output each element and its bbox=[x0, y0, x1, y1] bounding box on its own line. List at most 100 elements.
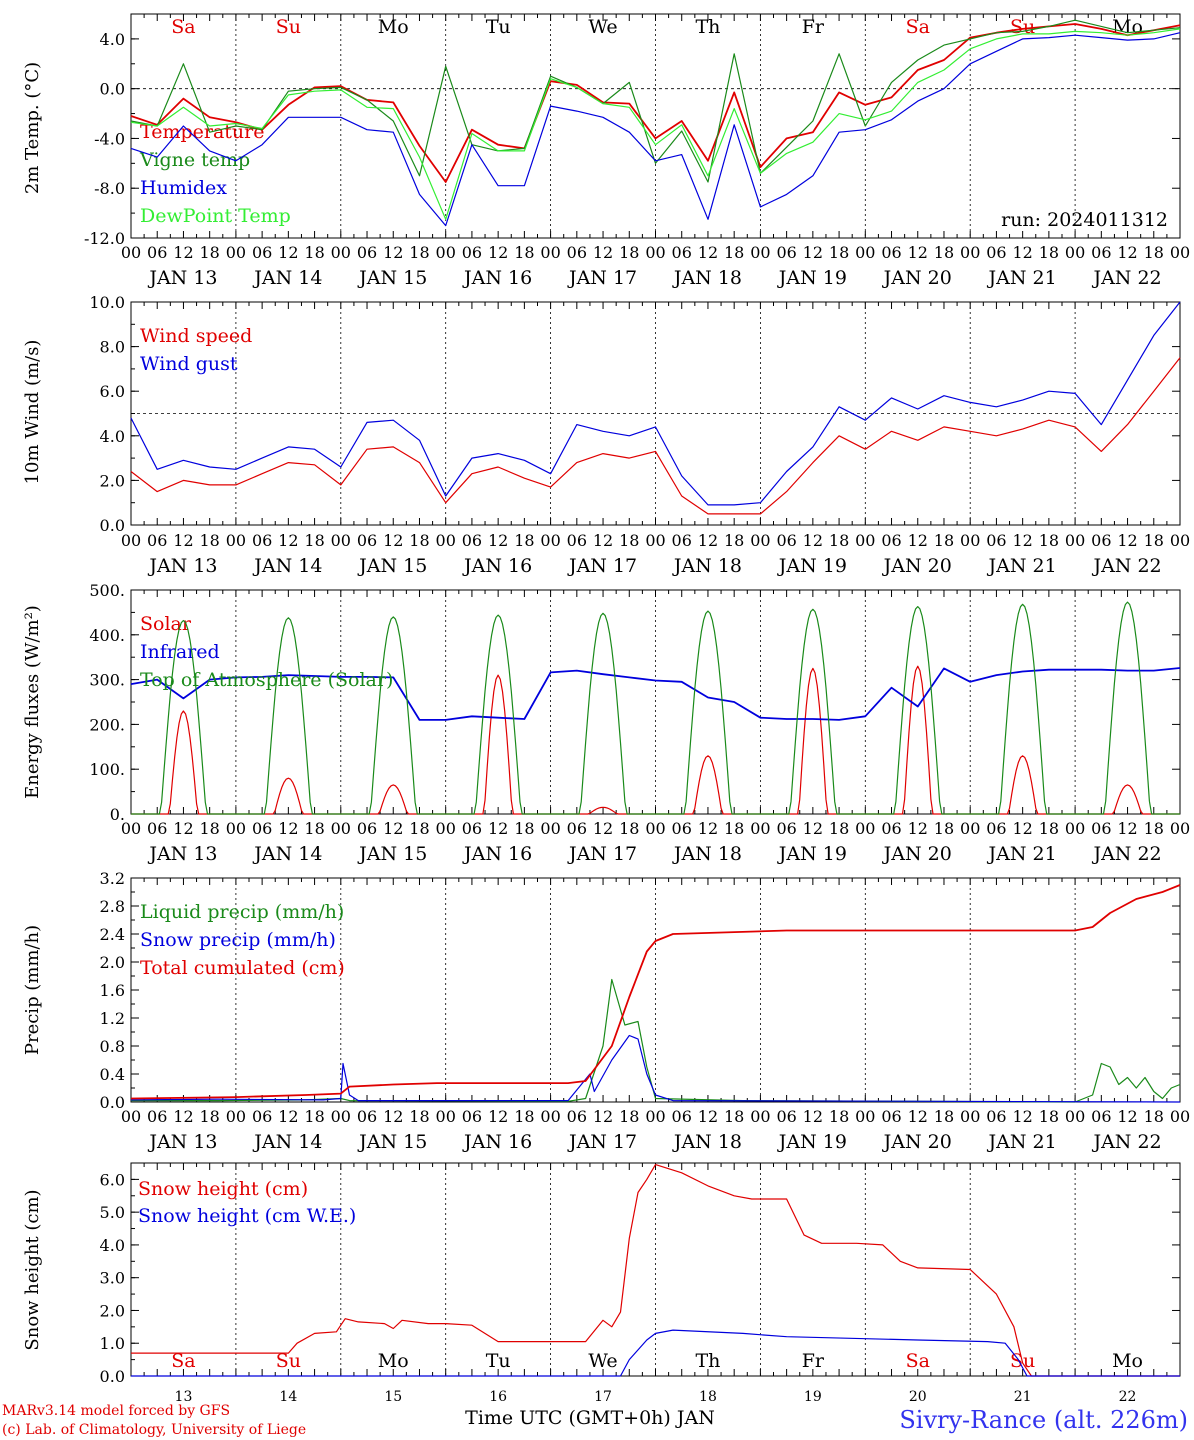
y-tick-label: 4.0 bbox=[100, 1236, 125, 1255]
hour-tick-label: 00 bbox=[540, 531, 560, 550]
hour-tick-label: 06 bbox=[357, 819, 377, 838]
hour-tick-label: 18 bbox=[1144, 243, 1164, 262]
y-tick-label: 0.4 bbox=[100, 1065, 125, 1084]
y-tick-label: 300. bbox=[89, 671, 125, 690]
day-number-label: 18 bbox=[699, 1389, 717, 1405]
hour-tick-label: 00 bbox=[121, 1107, 141, 1126]
day-label: JAN 16 bbox=[462, 267, 532, 289]
series-line-dewpoint-temp bbox=[130, 28, 1181, 220]
hour-tick-label: 06 bbox=[252, 819, 272, 838]
day-label: JAN 21 bbox=[987, 555, 1057, 577]
hour-tick-label: 18 bbox=[1039, 531, 1059, 550]
hour-tick-label: 18 bbox=[1144, 1107, 1164, 1126]
hour-tick-label: 00 bbox=[960, 819, 980, 838]
hour-tick-label: 00 bbox=[750, 819, 770, 838]
y-tick-label: 100. bbox=[89, 760, 125, 779]
y-tick-label: 2.8 bbox=[100, 897, 125, 916]
legend-entry: Wind speed bbox=[140, 325, 252, 347]
hour-tick-label: 18 bbox=[829, 1107, 849, 1126]
hour-tick-label: 06 bbox=[881, 243, 901, 262]
hour-tick-label: 00 bbox=[121, 819, 141, 838]
y-tick-label: 0.0 bbox=[100, 1093, 125, 1112]
hour-tick-label: 00 bbox=[645, 243, 665, 262]
series-line-top-of-atmosphere-solar bbox=[131, 601, 1180, 815]
y-tick-label: -8.0 bbox=[94, 179, 125, 198]
hour-tick-label: 06 bbox=[462, 243, 482, 262]
y-tick-label: 1.2 bbox=[100, 1009, 125, 1028]
legend-entry: Vigne temp bbox=[139, 149, 250, 171]
hour-tick-label: 00 bbox=[436, 1107, 456, 1126]
hour-tick-label: 12 bbox=[593, 1107, 613, 1126]
hour-tick-label: 06 bbox=[986, 243, 1006, 262]
hour-tick-label: 18 bbox=[199, 819, 219, 838]
day-label: JAN 16 bbox=[462, 843, 532, 865]
hour-tick-label: 12 bbox=[698, 243, 718, 262]
weekday-label: Sa bbox=[906, 16, 930, 38]
hour-tick-label: 00 bbox=[750, 531, 770, 550]
hour-tick-label: 06 bbox=[672, 819, 692, 838]
day-label: JAN 13 bbox=[147, 267, 217, 289]
day-label: JAN 22 bbox=[1091, 267, 1161, 289]
x-axis-label: Time UTC (GMT+0h) JAN bbox=[465, 1407, 715, 1429]
hour-tick-label: 00 bbox=[331, 819, 351, 838]
hour-tick-label: 12 bbox=[278, 819, 298, 838]
weekday-label: Su bbox=[276, 1350, 301, 1372]
hour-tick-label: 18 bbox=[514, 1107, 534, 1126]
hour-tick-label: 18 bbox=[1144, 819, 1164, 838]
y-tick-label: 3.2 bbox=[100, 869, 125, 888]
hour-tick-label: 12 bbox=[383, 531, 403, 550]
series-line-wind-speed bbox=[130, 357, 1181, 515]
hour-tick-label: 06 bbox=[986, 531, 1006, 550]
day-label: JAN 17 bbox=[567, 555, 637, 577]
hour-tick-label: 18 bbox=[304, 819, 324, 838]
hour-tick-label: 12 bbox=[173, 243, 193, 262]
hour-tick-label: 18 bbox=[514, 243, 534, 262]
hour-tick-label: 00 bbox=[226, 819, 246, 838]
hour-tick-label: 00 bbox=[855, 243, 875, 262]
day-label: JAN 14 bbox=[252, 555, 322, 577]
hour-tick-label: 00 bbox=[436, 819, 456, 838]
day-label: JAN 17 bbox=[567, 267, 637, 289]
day-label: JAN 21 bbox=[987, 1131, 1057, 1153]
legend-entry: DewPoint Temp bbox=[140, 205, 291, 227]
y-tick-label: 2.0 bbox=[100, 471, 125, 490]
day-label: JAN 20 bbox=[882, 267, 952, 289]
day-label: JAN 22 bbox=[1091, 843, 1161, 865]
hour-tick-label: 18 bbox=[724, 1107, 744, 1126]
day-label: JAN 20 bbox=[882, 1131, 952, 1153]
hour-tick-label: 12 bbox=[383, 819, 403, 838]
hour-tick-label: 12 bbox=[278, 531, 298, 550]
weekday-label: Fr bbox=[802, 1350, 825, 1372]
y-axis-label: 10m Wind (m/s) bbox=[22, 340, 43, 485]
series-line-total-cumulated-cm bbox=[130, 884, 1181, 1100]
day-number-label: 13 bbox=[175, 1389, 193, 1405]
hour-tick-label: 06 bbox=[462, 819, 482, 838]
y-tick-label: 10.0 bbox=[89, 293, 125, 312]
y-axis-label: Precip (mm/h) bbox=[22, 925, 43, 1055]
hour-tick-label: 12 bbox=[383, 243, 403, 262]
day-label: JAN 16 bbox=[462, 1131, 532, 1153]
hour-tick-label: 00 bbox=[226, 531, 246, 550]
day-label: JAN 13 bbox=[147, 555, 217, 577]
station-title: Sivry-Rance (alt. 226m) bbox=[899, 1406, 1188, 1434]
y-tick-label: 4.0 bbox=[100, 30, 125, 49]
hour-tick-label: 00 bbox=[750, 1107, 770, 1126]
credit-line-1: MARv3.14 model forced by GFS bbox=[2, 1403, 230, 1419]
hour-tick-label: 18 bbox=[514, 819, 534, 838]
hour-tick-label: 12 bbox=[278, 1107, 298, 1126]
legend-entry: Snow height (cm W.E.) bbox=[138, 1205, 356, 1227]
y-tick-label: 0.0 bbox=[100, 516, 125, 535]
hour-tick-label: 06 bbox=[147, 1107, 167, 1126]
y-tick-label: -4.0 bbox=[94, 129, 125, 148]
day-label: JAN 14 bbox=[252, 267, 322, 289]
day-label: JAN 15 bbox=[357, 1131, 427, 1153]
hour-tick-label: 12 bbox=[593, 819, 613, 838]
hour-tick-label: 06 bbox=[252, 531, 272, 550]
day-label: JAN 19 bbox=[777, 555, 847, 577]
weekday-label: Su bbox=[1010, 16, 1035, 38]
hour-tick-label: 18 bbox=[619, 531, 639, 550]
weekday-label: Su bbox=[276, 16, 301, 38]
hour-tick-label: 18 bbox=[409, 531, 429, 550]
hour-tick-label: 12 bbox=[1117, 819, 1137, 838]
hour-tick-label: 00 bbox=[960, 1107, 980, 1126]
